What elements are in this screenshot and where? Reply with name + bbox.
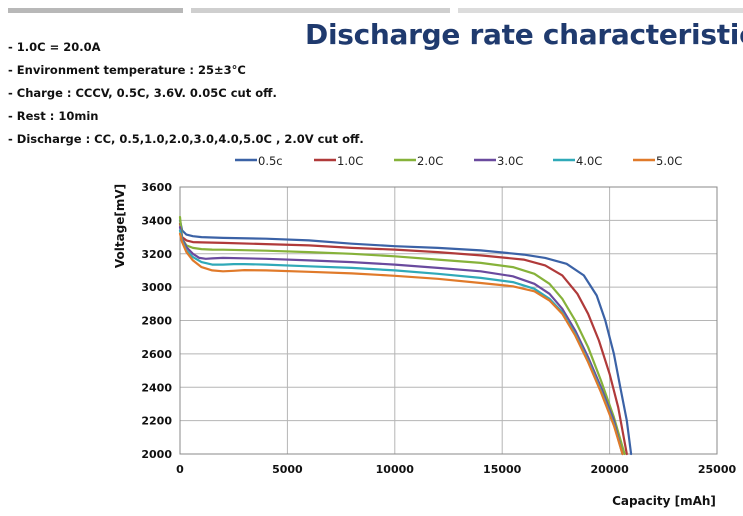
series-line-5-0c: [178, 232, 624, 456]
legend-label: 3.0C: [497, 154, 523, 168]
x-tick-label: 15000: [483, 463, 522, 476]
y-tick-label: 3000: [141, 281, 172, 294]
legend-label: 2.0C: [417, 154, 443, 168]
x-tick-label: 25000: [698, 463, 737, 476]
top-bar-segment: [8, 8, 183, 13]
chart-legend: 0.5c 1.0C 2.0C 3.0C 4.0C 5.0C: [235, 154, 682, 168]
note-item: - Rest : 10min: [8, 109, 99, 123]
y-tick-label: 3200: [141, 248, 172, 261]
chart-grid: [179, 186, 718, 455]
y-tick-label: 2400: [141, 381, 172, 394]
top-bar-segment: [458, 8, 743, 13]
x-tick-label: 0: [176, 463, 184, 476]
y-tick-label: 2200: [141, 415, 172, 428]
x-tick-label: 10000: [376, 463, 415, 476]
y-tick-label: 2600: [141, 348, 172, 361]
y-tick-label: 3600: [141, 181, 172, 194]
test-conditions-list: - 1.0C = 20.0A - Environment temperature…: [8, 38, 364, 153]
y-tick-label: 3400: [141, 214, 172, 227]
legend-label: 5.0C: [656, 154, 682, 168]
page-title: Discharge rate characteristics: [305, 18, 743, 51]
note-item: - Discharge : CC, 0.5,1.0,2.0,3.0,4.0,5.…: [8, 132, 364, 146]
series-line-2-0c: [178, 215, 626, 456]
chart-ticks: 2000 2200 2400 2600 2800 3000 3200 3400 3600 0 500…: [141, 181, 736, 476]
y-tick-label: 2800: [141, 315, 172, 328]
y-tick-label: 2000: [141, 448, 172, 461]
x-tick-label: 5000: [272, 463, 303, 476]
series-line-1-0c: [178, 222, 628, 456]
legend-label: 0.5c: [258, 154, 283, 168]
legend-label: 4.0C: [576, 154, 602, 168]
plot-area-border: [179, 186, 718, 455]
series-line-3-0c: [178, 226, 624, 456]
series-line-0-5c: [178, 219, 633, 456]
x-tick-label: 20000: [590, 463, 629, 476]
legend-label: 1.0C: [337, 154, 363, 168]
note-item: - Charge : CCCV, 0.5C, 3.6V. 0.05C cut o…: [8, 86, 277, 100]
note-item: - Environment temperature : 25±3°C: [8, 63, 246, 77]
note-item: - 1.0C = 20.0A: [8, 40, 101, 54]
x-axis-label: Capacity [mAh]: [612, 494, 716, 508]
top-bar-segment: [191, 8, 450, 13]
chart-series: [178, 215, 633, 456]
y-axis-label: Voltage[mV]: [113, 184, 127, 268]
